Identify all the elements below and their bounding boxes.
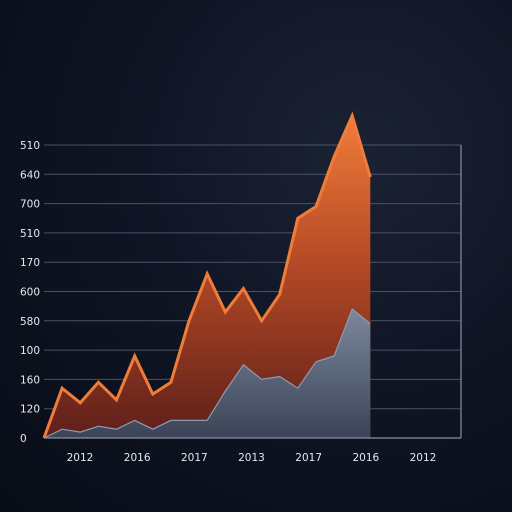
y-tick-label: 600 [20,287,40,299]
gridlines [44,144,461,410]
series-area-gray [44,309,371,438]
y-tick-label: 160 [20,374,40,386]
series-line-gray [43,308,371,439]
x-tick-label: 2017 [295,452,322,464]
x-tick-label: 2017 [181,452,208,464]
x-tick-label: 2012 [67,452,94,464]
x-tick-label: 2012 [410,452,437,464]
y-tick-label: 700 [20,199,40,211]
y-axis-tick-labels: 0 120 160 100 580 600 170 510 700 640 510 [20,140,40,445]
y-tick-label: 170 [20,257,40,269]
y-tick-label: 100 [20,345,40,357]
x-axis-tick-labels: 2012 2016 2017 2013 2017 2016 2012 [67,452,437,464]
y-tick-label: 0 [20,433,27,445]
y-tick-label: 640 [20,169,40,181]
y-tick-label: 510 [20,140,40,152]
axes [44,145,462,439]
y-tick-label: 580 [20,316,40,328]
x-tick-label: 2013 [238,452,265,464]
y-tick-label: 510 [20,228,40,240]
series-areas [42,111,372,439]
series-line-orange [42,111,372,439]
x-tick-label: 2016 [124,452,151,464]
x-tick-label: 2016 [352,452,379,464]
y-tick-label: 120 [20,404,40,416]
